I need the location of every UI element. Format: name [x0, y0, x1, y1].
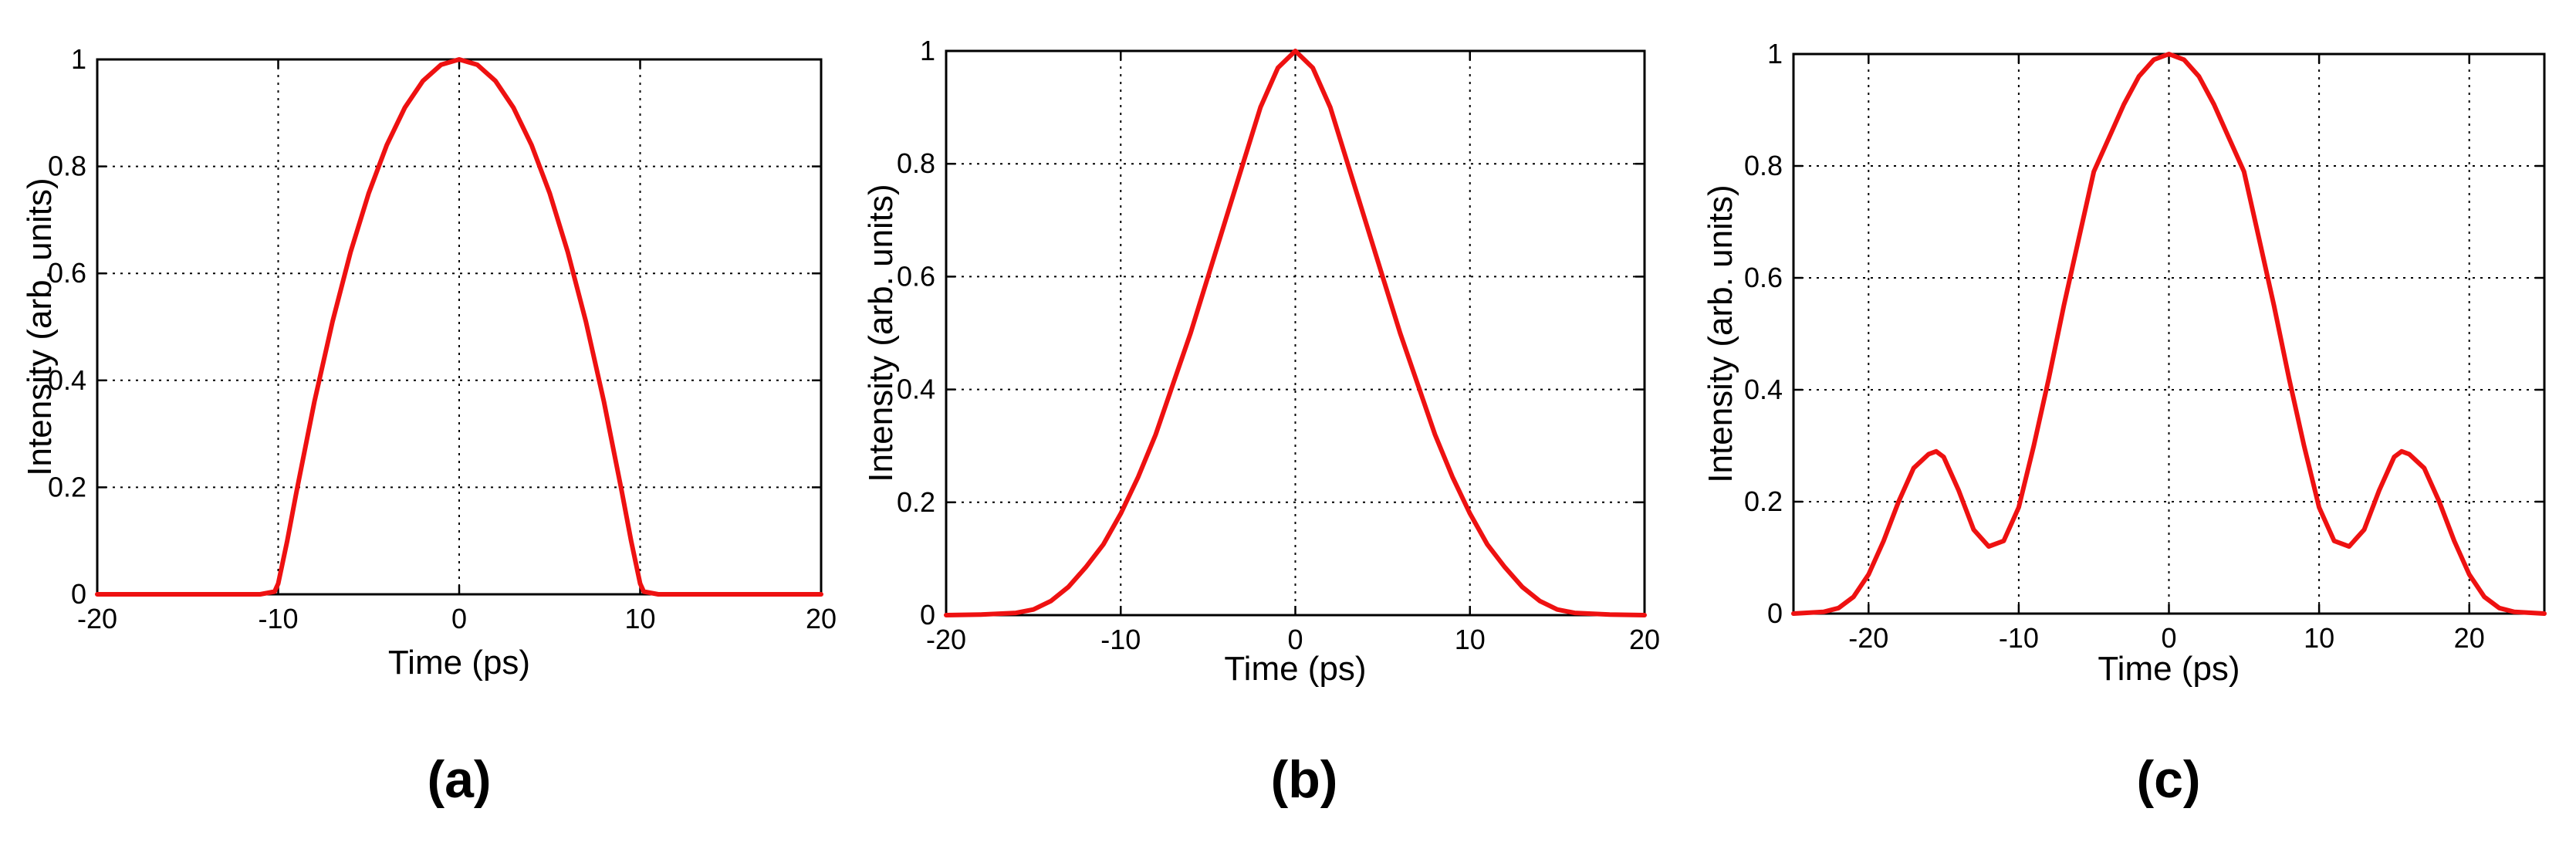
y-tick-label: 0.4: [897, 374, 935, 405]
y-tick-label: 1: [1767, 38, 1783, 69]
chart-panel-b: -20 -10 0 10 20 0 0.2 0.4 0.6 0.8 1 Time (ps) Intens…: [862, 35, 1660, 809]
x-tick-label: -10: [1100, 624, 1141, 655]
x-tick-label: 10: [2304, 622, 2334, 654]
y-tick-label: 0.4: [1744, 374, 1783, 405]
x-axis-label: Time (ps): [388, 644, 530, 682]
x-tick-label: 0: [451, 603, 467, 634]
x-tick-label: -20: [926, 624, 966, 655]
chart-panel-a: -20 -10 0 10 20 0 0.2 0.4 0.6 0.8 1 Time (ps) Intens…: [21, 43, 837, 809]
y-tick-label: 0: [920, 599, 935, 631]
x-tick-label: -10: [1999, 622, 2039, 654]
y-tick-label: 0.8: [897, 147, 935, 179]
panel-label: (a): [427, 750, 491, 809]
y-tick-label: 0.8: [1744, 150, 1783, 181]
panel-label: (b): [1271, 750, 1338, 809]
x-tick-label: 20: [806, 603, 837, 634]
x-tick-label: 20: [2454, 622, 2485, 654]
x-axis-label: Time (ps): [2098, 650, 2240, 688]
plot-area: [96, 58, 823, 596]
y-tick-label: 0: [71, 578, 86, 610]
y-tick-label: 0.2: [1744, 485, 1783, 517]
x-tick-label: 0: [2161, 622, 2176, 654]
intensity-curve: [944, 49, 1647, 617]
panel-label: (c): [2136, 750, 2200, 809]
y-tick-label: 0.2: [48, 471, 86, 502]
y-tick-label: 0.6: [1744, 262, 1783, 293]
y-tick-label: 0.6: [48, 257, 86, 289]
y-tick-label: 0.8: [48, 151, 86, 182]
x-tick-label: 20: [1629, 624, 1660, 655]
y-axis-label: Intensity (arb. units): [1702, 184, 1739, 482]
y-tick-label: 0.2: [897, 486, 935, 518]
x-axis-label: Time (ps): [1224, 650, 1366, 688]
x-tick-label: 10: [1455, 624, 1486, 655]
y-tick-label: 0: [1767, 597, 1783, 629]
intensity-curve: [95, 57, 823, 597]
x-tick-label: -20: [1848, 622, 1888, 654]
y-tick-label: 1: [920, 35, 935, 66]
x-tick-label: 10: [624, 603, 655, 634]
chart-panel-c: -20 -10 0 10 20 0 0.2 0.4 0.6 0.8 1 Time (ps) Intens…: [1702, 38, 2547, 809]
y-axis-label: Intensity (arb. units): [21, 178, 59, 475]
y-tick-label: 0.6: [897, 260, 935, 292]
y-axis-label: Intensity (arb. units): [862, 184, 900, 482]
x-tick-label: -20: [77, 603, 117, 634]
intensity-curve: [1791, 52, 2547, 616]
y-tick-label: 0.4: [48, 364, 86, 396]
y-tick-label: 1: [71, 43, 86, 75]
x-tick-label: -10: [258, 603, 298, 634]
x-tick-label: 0: [1287, 624, 1303, 655]
